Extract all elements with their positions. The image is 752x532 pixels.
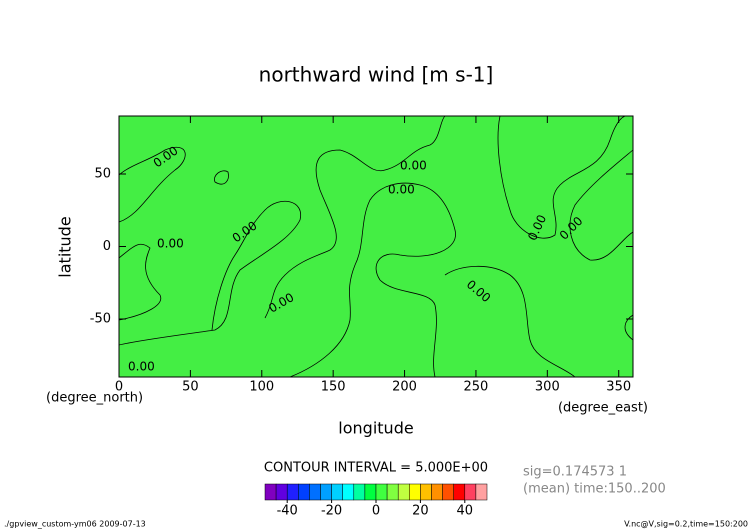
contour-label: 0.00 [388, 183, 415, 197]
colorbar-box [442, 483, 454, 501]
colorbar-box [275, 483, 288, 501]
colorbar-box [309, 483, 321, 501]
colorbar-box [375, 483, 388, 501]
plot-area [119, 116, 633, 377]
colorbar-box [409, 483, 421, 501]
colorbar-box [331, 483, 343, 501]
contour-label: 0.00 [400, 159, 427, 173]
x-tick-label: 0 [115, 380, 123, 395]
x-tick-label: 250 [464, 380, 489, 395]
y-unit: (degree_north) [46, 391, 143, 406]
colorbar-box [420, 483, 432, 501]
colorbar-box [342, 483, 355, 501]
colorbar-box [353, 483, 366, 501]
footer-left: ./gpview_custom-ym06 2009-07-13 [4, 520, 146, 529]
colorbar-box [320, 483, 332, 501]
colorbar-box [298, 483, 310, 501]
colorbar-box [264, 483, 277, 501]
y-tick-label: -50 [90, 312, 111, 327]
colorbar-box [431, 483, 443, 501]
x-tick-label: 300 [535, 380, 560, 395]
y-tick-label: 50 [94, 167, 111, 182]
note: sig=0.174573 1 [523, 465, 627, 480]
contour-label: 0.00 [157, 237, 184, 251]
colorbar-box [397, 483, 410, 501]
note: (mean) time:150..200 [523, 482, 666, 497]
colorbar-label: -20 [321, 504, 342, 519]
y-tick-label: 0 [103, 239, 111, 254]
x-tick-label: 100 [249, 380, 274, 395]
x-tick-label: 50 [182, 380, 199, 395]
chart-title: northward wind [m s-1] [259, 63, 494, 87]
x-tick-label: 350 [606, 380, 631, 395]
colorbar-box [464, 483, 477, 501]
colorbar-label: 40 [457, 504, 474, 519]
colorbar-label: 20 [412, 504, 429, 519]
colorbar-box [386, 483, 399, 501]
colorbar-box [453, 483, 466, 501]
colorbar-box [475, 483, 488, 501]
colorbar-label: -40 [277, 504, 298, 519]
x-unit: (degree_east) [558, 401, 648, 416]
colorbar-label: 0 [372, 504, 380, 519]
contour-interval: CONTOUR INTERVAL = 5.000E+00 [264, 461, 488, 476]
contours [118, 115, 634, 378]
colorbar-box [364, 483, 377, 501]
footer-right: V.nc@V,sig=0.2,time=150:200 [624, 520, 748, 529]
x-tick-label: 150 [321, 380, 346, 395]
contour-label: 0.00 [128, 360, 155, 374]
x-tick-label: 200 [392, 380, 417, 395]
x-axis-label: longitude [338, 419, 413, 438]
y-axis-label: latitude [56, 216, 75, 277]
colorbar-box [286, 483, 299, 501]
